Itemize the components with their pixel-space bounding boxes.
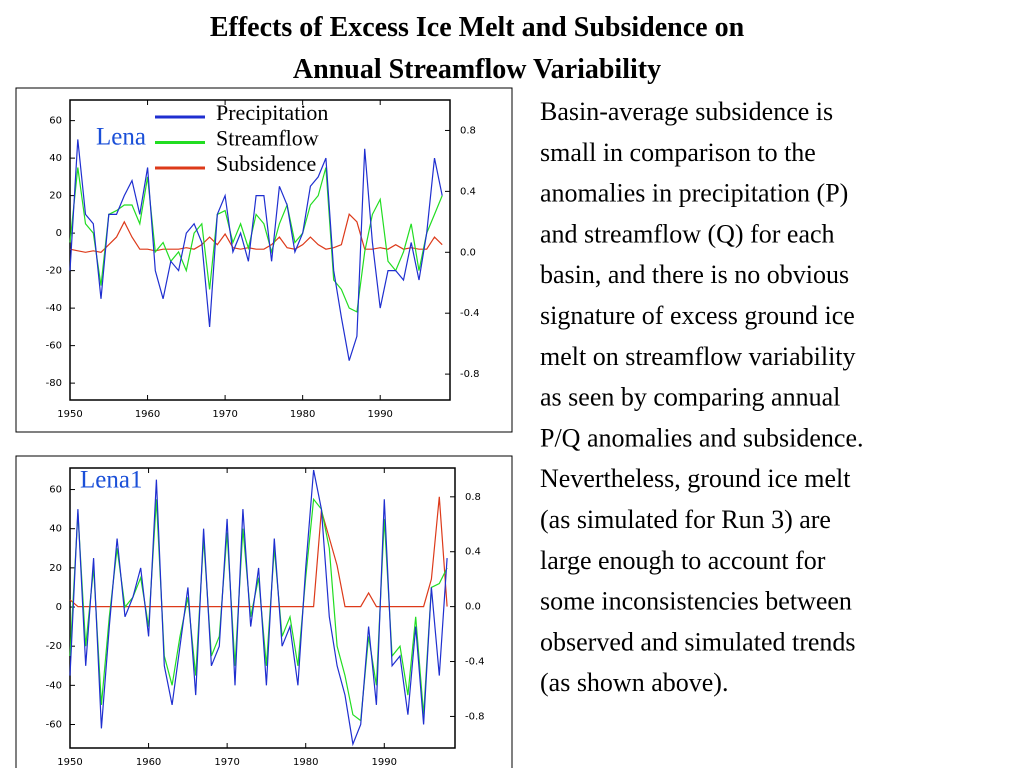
y-tick-label: -40 xyxy=(46,680,62,691)
y2-tick-label: 0.0 xyxy=(460,247,476,258)
chart-label: Lena1 xyxy=(80,467,142,494)
x-tick-label: 1980 xyxy=(293,757,318,768)
legend-label: Streamflow xyxy=(216,126,319,151)
series-line xyxy=(69,167,443,313)
plot-area xyxy=(69,99,451,401)
y-tick-label: 40 xyxy=(49,153,62,164)
x-tick-label: 1970 xyxy=(212,409,237,420)
x-tick-label: 1950 xyxy=(57,757,82,768)
body-text: as seen by comparing annual xyxy=(540,383,840,412)
body-text: Nevertheless, ground ice melt xyxy=(540,464,851,493)
y-tick-label: -60 xyxy=(46,341,62,352)
y-tick-label: -80 xyxy=(46,378,62,389)
y2-tick-label: -0.4 xyxy=(465,657,485,668)
y2-tick-label: -0.8 xyxy=(465,711,485,722)
y-tick-label: -20 xyxy=(46,641,62,652)
body-text: basin, and there is no obvious xyxy=(540,260,849,289)
body-text: and streamflow (Q) for each xyxy=(540,219,835,248)
x-tick-label: 1970 xyxy=(214,757,239,768)
body-text: some inconsistencies between xyxy=(540,587,852,616)
slide-title: Annual Streamflow Variability xyxy=(293,54,661,85)
legend-label: Subsidence xyxy=(216,151,316,176)
chart-label: Lena xyxy=(96,124,146,151)
y2-tick-label: -0.4 xyxy=(460,308,480,319)
x-tick-label: 1960 xyxy=(135,409,160,420)
body-text: observed and simulated trends xyxy=(540,627,856,656)
body-text: (as simulated for Run 3) are xyxy=(540,505,831,534)
body-text: Basin-average subsidence is xyxy=(540,97,833,126)
body-text: large enough to account for xyxy=(540,546,826,575)
y-tick-label: -40 xyxy=(46,303,62,314)
series-line xyxy=(69,213,443,253)
body-text: P/Q anomalies and subsidence. xyxy=(540,423,864,452)
x-tick-label: 1990 xyxy=(367,409,392,420)
legend-label: Precipitation xyxy=(216,100,328,125)
x-tick-label: 1990 xyxy=(372,757,397,768)
y2-tick-label: 0.4 xyxy=(460,186,476,197)
y-tick-label: 60 xyxy=(49,116,62,127)
series-line xyxy=(69,469,448,747)
y2-tick-label: -0.8 xyxy=(460,369,480,380)
y2-tick-label: 0.4 xyxy=(465,547,481,558)
y2-tick-label: 0.0 xyxy=(465,602,481,613)
y-tick-label: 0 xyxy=(56,602,62,613)
y-tick-label: 60 xyxy=(49,485,62,496)
series-line xyxy=(69,139,443,361)
series-line xyxy=(69,497,448,722)
slide-title: Effects of Excess Ice Melt and Subsidenc… xyxy=(210,12,745,43)
y-tick-label: 20 xyxy=(49,191,62,202)
body-text: signature of excess ground ice xyxy=(540,301,855,330)
x-tick-label: 1980 xyxy=(290,409,315,420)
series-line xyxy=(69,496,448,608)
chart-frame xyxy=(15,455,513,768)
x-tick-label: 1960 xyxy=(136,757,161,768)
y2-tick-label: 0.8 xyxy=(460,125,476,136)
plot-area xyxy=(69,467,456,749)
y2-tick-label: 0.8 xyxy=(465,492,481,503)
y-tick-label: -60 xyxy=(46,720,62,731)
y-tick-label: 20 xyxy=(49,563,62,574)
body-text: small in comparison to the xyxy=(540,138,816,167)
y-tick-label: 40 xyxy=(49,524,62,535)
chart-frame xyxy=(15,87,513,433)
y-tick-label: 0 xyxy=(56,228,62,239)
body-text: anomalies in precipitation (P) xyxy=(540,179,848,208)
y-tick-label: -20 xyxy=(46,266,62,277)
body-text: (as shown above). xyxy=(540,668,728,697)
x-tick-label: 1950 xyxy=(57,409,82,420)
body-text: melt on streamflow variability xyxy=(540,342,856,371)
